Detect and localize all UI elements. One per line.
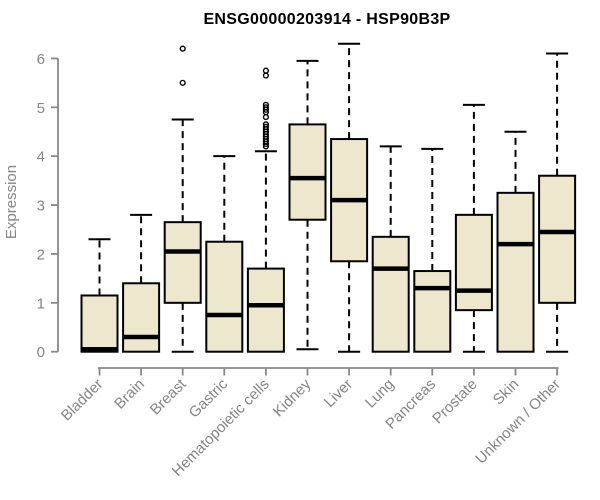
outlier-point [179,79,186,86]
iqr-box [496,191,535,353]
outlier-point [179,45,186,52]
x-tick-label: Bladder [58,376,107,425]
iqr-box [246,267,285,353]
outlier-point [262,101,270,108]
x-tick-label: Lung [362,376,398,412]
boxplot-kidney [288,59,327,351]
iqr-box [122,282,161,353]
boxplot-liver [330,42,369,353]
x-tick-label: Brain [111,376,148,413]
x-tick-label: Breast [147,375,190,418]
iqr-box [288,123,327,221]
outlier-point [262,121,270,128]
box-series [80,42,577,353]
y-axis-label: Expression [3,165,20,239]
y-tick-label: 3 [37,198,45,215]
y-tick-label: 4 [37,149,45,166]
boxplot-lung [371,145,410,353]
boxplot-brain [122,213,161,353]
y-tick-label: 5 [37,100,45,117]
boxplot-skin [496,130,535,353]
y-tick-label: 6 [37,51,45,68]
iqr-box [538,174,577,304]
boxplot-hematopoietic-cells [246,67,285,353]
chart-title: ENSG00000203914 - HSP90B3P [203,11,450,28]
iqr-box [413,270,452,353]
x-tick-label: Liver [321,376,356,411]
x-tick-label: Kidney [270,375,315,420]
boxplot-breast [163,45,202,353]
y-tick-label: 1 [37,295,45,312]
boxplot-bladder [80,238,119,353]
outlier-point [262,104,270,111]
x-tick-label: Skin [490,376,523,409]
iqr-box [205,240,244,353]
boxplot-gastric [205,155,244,353]
iqr-box [454,213,493,312]
outlier-point [262,67,270,74]
boxplot-pancreas [413,147,452,353]
y-tick-label: 2 [37,246,45,263]
boxplot-prostate [454,103,493,353]
iqr-box [371,235,410,353]
outlier-point [262,123,270,130]
iqr-box [163,221,202,304]
boxplot-unknown-other [538,52,577,353]
outlier-point [262,113,270,121]
y-tick-label: 0 [37,344,45,361]
iqr-box [80,294,119,353]
outlier-point [262,72,270,79]
x-tick-label: Prostate [429,376,481,428]
